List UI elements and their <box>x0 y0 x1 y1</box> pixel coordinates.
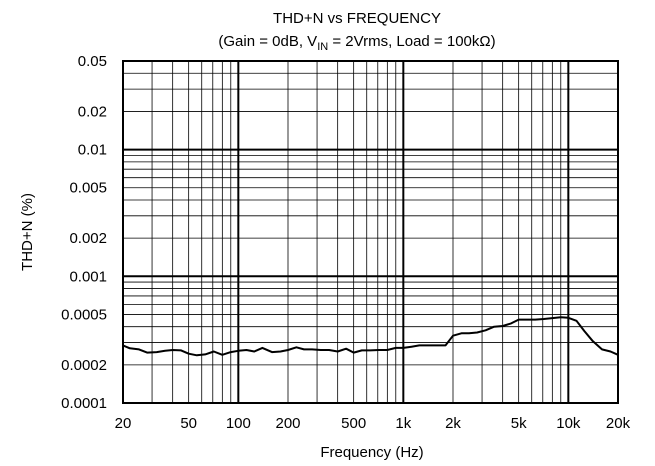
x-tick-label: 100 <box>226 415 251 432</box>
x-tick-label: 5k <box>511 415 527 432</box>
minor-grid <box>122 60 619 403</box>
x-tick-label: 10k <box>556 415 581 432</box>
y-tick-label: 0.005 <box>69 180 107 197</box>
y-tick-label: 0.002 <box>69 230 107 247</box>
chart-subtitle: (Gain = 0dB, VIN = 2Vrms, Load = 100kΩ) <box>218 33 495 53</box>
chart-title: THD+N vs FREQUENCY <box>273 10 441 27</box>
thdn-series-line <box>122 316 619 357</box>
x-tick-label: 1k <box>395 415 411 432</box>
plot-frame <box>122 60 619 404</box>
y-tick-label: 0.05 <box>78 53 107 70</box>
y-axis-label: THD+N (%) <box>19 193 36 271</box>
x-tick-labels: 20 50 100 200 500 1k 2k 5k 10k 20k <box>115 415 631 432</box>
y-tick-label: 0.01 <box>78 142 107 159</box>
y-tick-label: 0.001 <box>69 268 107 285</box>
x-tick-label: 2k <box>445 415 461 432</box>
y-tick-label: 0.0005 <box>61 306 107 323</box>
x-tick-label: 500 <box>341 415 366 432</box>
x-tick-label: 20 <box>115 415 132 432</box>
x-tick-label: 20k <box>606 415 631 432</box>
y-tick-label: 0.0001 <box>61 395 107 412</box>
y-tick-label: 0.02 <box>78 103 107 120</box>
y-tick-label: 0.0002 <box>61 357 107 374</box>
x-tick-label: 200 <box>275 415 300 432</box>
y-tick-labels: 0.05 0.02 0.01 0.005 0.002 0.001 0.0005 0.0002 0… <box>61 53 107 412</box>
x-tick-label: 50 <box>180 415 197 432</box>
x-axis-label: Frequency (Hz) <box>320 444 423 461</box>
major-grid <box>123 61 618 404</box>
